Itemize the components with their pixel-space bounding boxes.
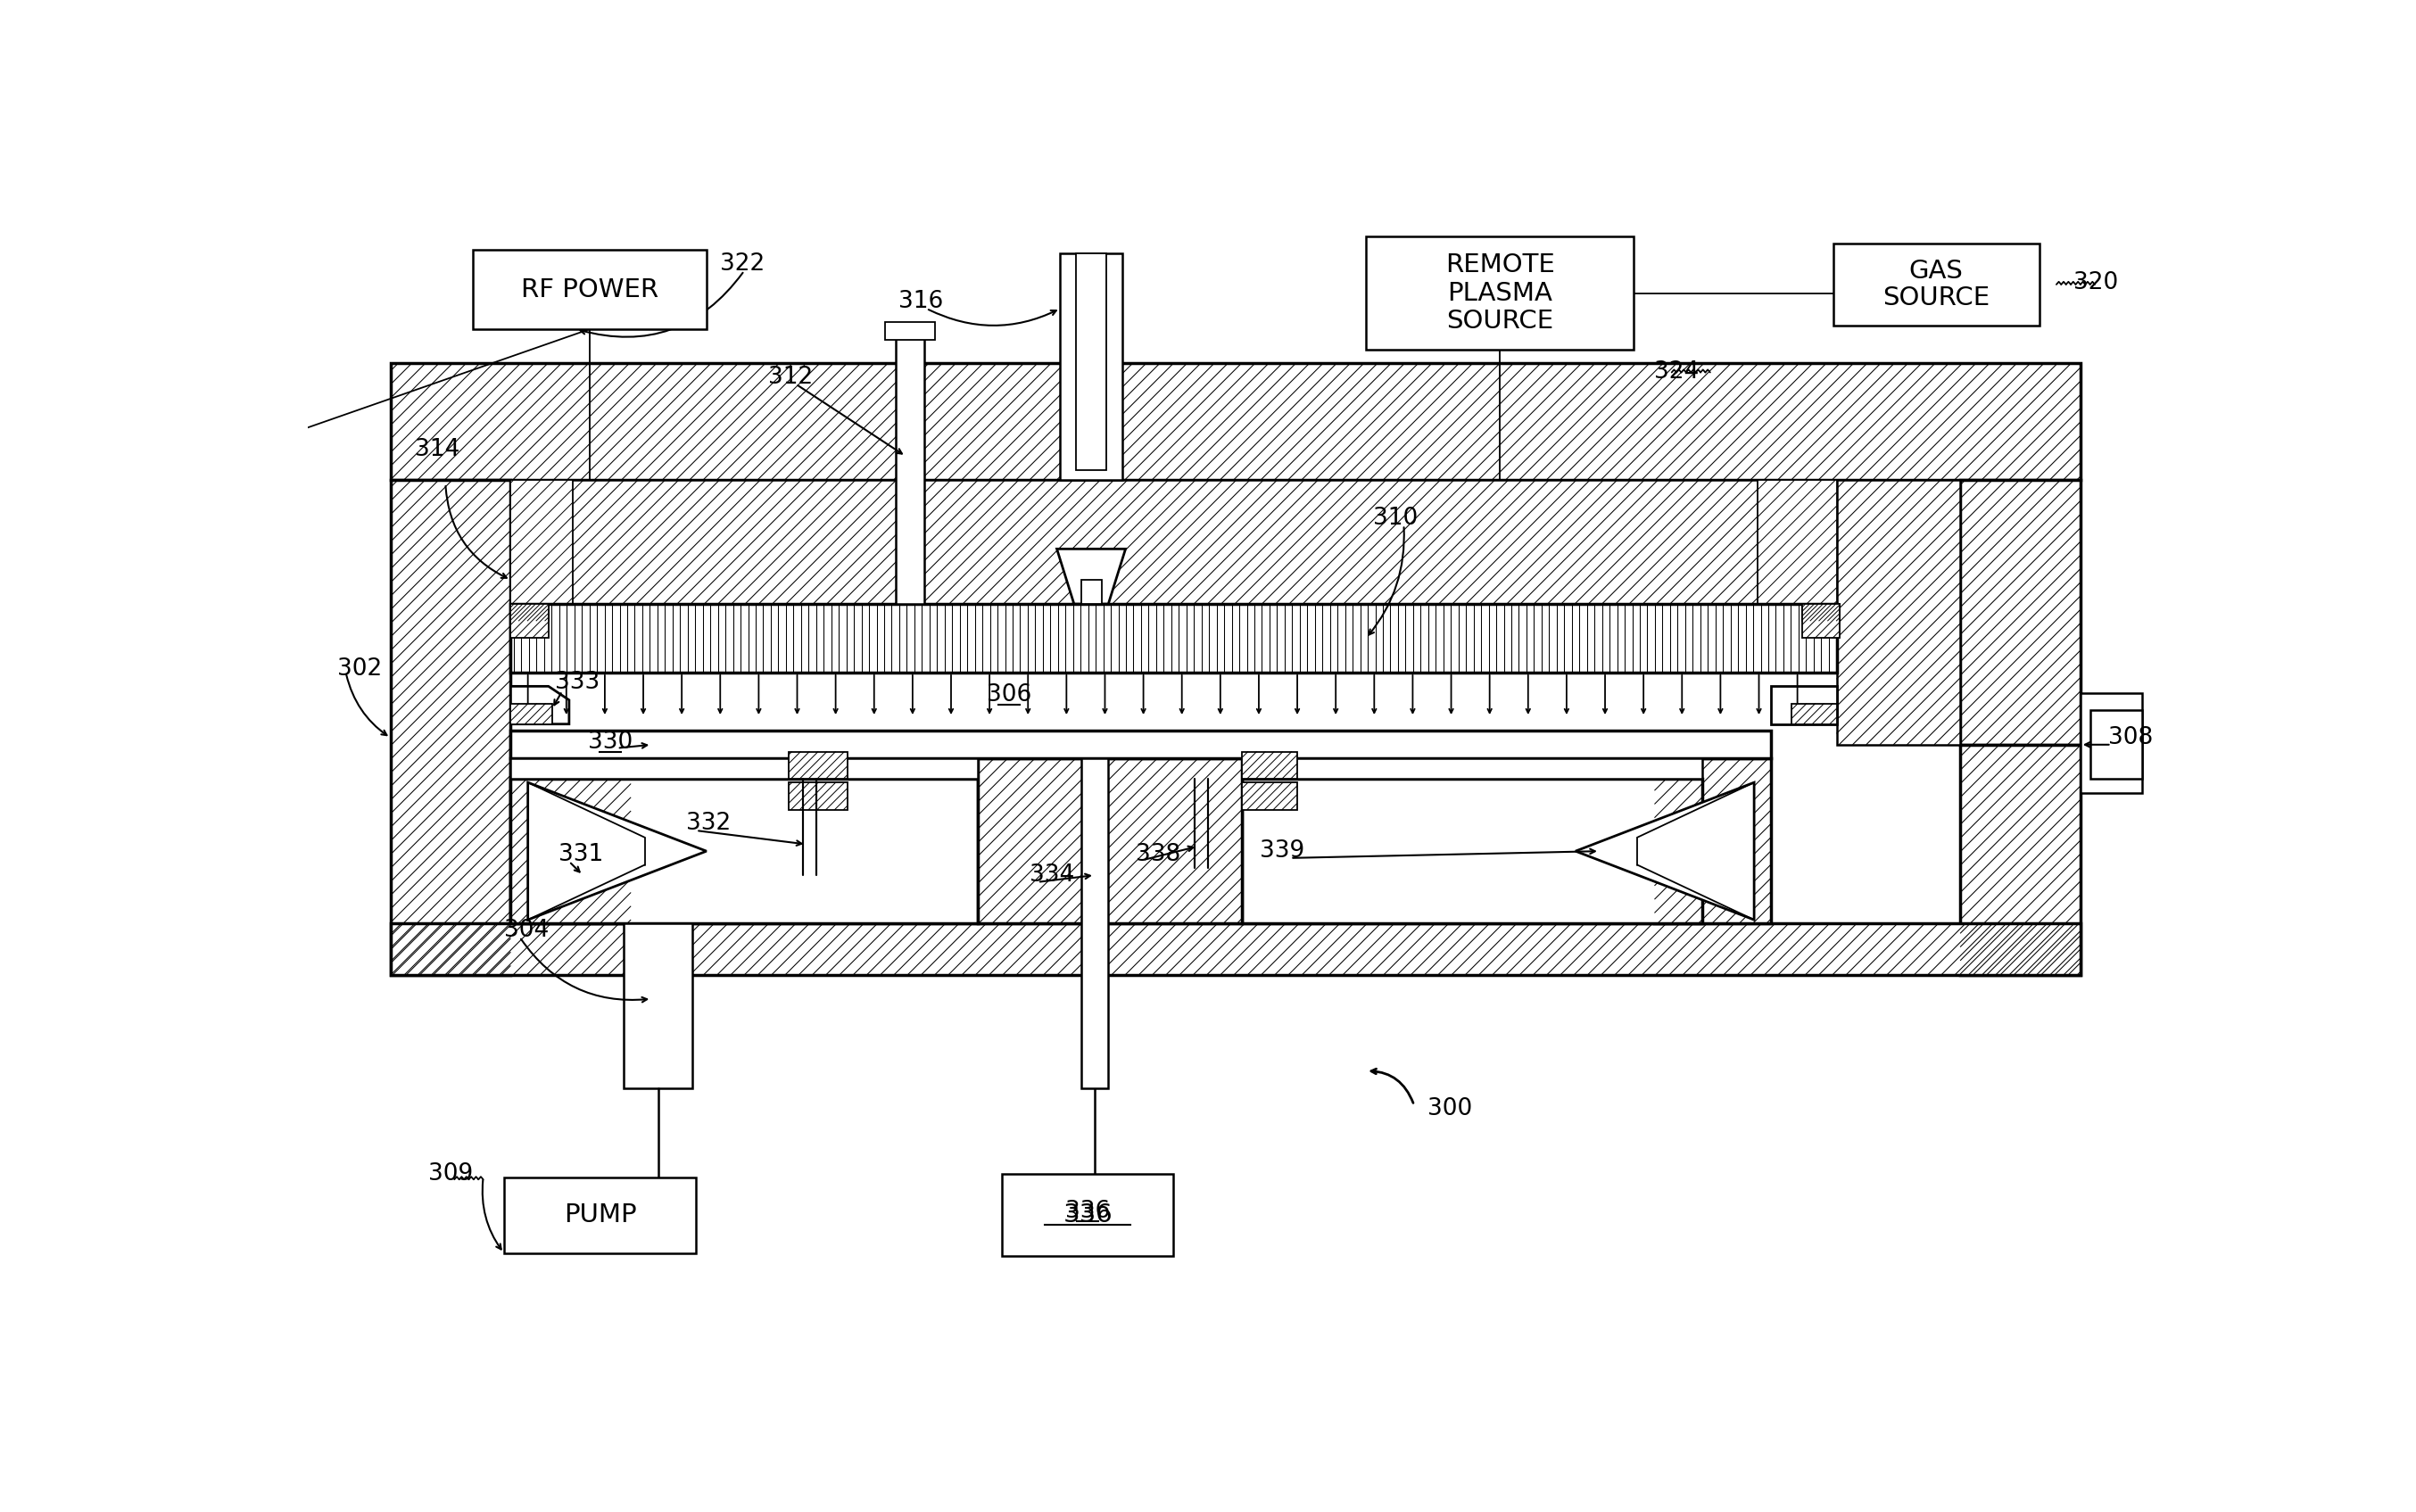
Bar [510, 481, 1819, 603]
Bar [623, 924, 693, 1089]
Text: 316: 316 [899, 290, 945, 313]
Bar [790, 782, 848, 810]
Bar [1834, 243, 2039, 325]
Text: 310: 310 [1372, 507, 1418, 529]
Text: 334: 334 [1029, 863, 1075, 886]
Text: 330: 330 [587, 730, 633, 754]
Text: 300: 300 [1428, 1098, 1474, 1120]
Text: 332: 332 [686, 812, 730, 835]
Text: 320: 320 [2073, 272, 2119, 295]
Bar [391, 924, 2080, 975]
Bar [2080, 692, 2143, 792]
Bar [505, 1178, 696, 1253]
Text: 302: 302 [336, 658, 382, 680]
Bar [391, 481, 510, 975]
Polygon shape [510, 686, 570, 724]
Bar [1003, 1173, 1174, 1256]
Bar [510, 759, 978, 779]
Bar [1242, 751, 1297, 779]
Bar [1080, 759, 1109, 1089]
Text: 331: 331 [558, 844, 604, 866]
Bar [510, 481, 573, 603]
Bar [1075, 254, 1107, 470]
Bar [1061, 254, 1121, 481]
Bar [1959, 481, 2080, 745]
Bar [510, 703, 551, 724]
Bar [1242, 782, 1297, 810]
Text: SOURCE: SOURCE [1882, 286, 1991, 310]
Bar [978, 759, 1242, 924]
Bar [510, 603, 1836, 673]
Bar [1793, 703, 1836, 724]
Bar [1365, 236, 1633, 349]
Text: SOURCE: SOURCE [1447, 308, 1553, 334]
Bar [1802, 603, 1841, 638]
Polygon shape [1056, 549, 1126, 603]
Text: 324: 324 [1655, 361, 1698, 384]
Bar [884, 322, 935, 339]
Polygon shape [1771, 686, 1836, 724]
Polygon shape [527, 782, 705, 919]
Polygon shape [1575, 782, 1754, 919]
Bar [1756, 481, 1836, 603]
Bar [510, 603, 548, 621]
Text: GAS: GAS [1909, 259, 1964, 283]
Bar [1655, 759, 1771, 924]
Bar [1242, 759, 1703, 779]
Bar [510, 730, 1771, 759]
Text: 308: 308 [2107, 726, 2153, 750]
Bar [1959, 745, 2080, 975]
Bar [510, 759, 631, 924]
Bar [391, 363, 2080, 481]
Text: REMOTE: REMOTE [1445, 253, 1553, 277]
Bar [1080, 579, 1102, 603]
Text: 304: 304 [505, 918, 548, 942]
Text: PUMP: PUMP [563, 1202, 635, 1228]
Text: 309: 309 [428, 1163, 474, 1185]
Text: 336: 336 [1063, 1202, 1114, 1228]
Bar [2090, 711, 2143, 779]
Bar [1802, 603, 1841, 621]
Text: 312: 312 [768, 366, 814, 389]
Bar [510, 779, 978, 924]
Bar [1242, 779, 1703, 924]
Text: 314: 314 [416, 437, 459, 461]
Bar [474, 249, 705, 330]
Text: 336: 336 [1065, 1201, 1111, 1223]
Bar [510, 603, 548, 638]
Text: 322: 322 [720, 253, 766, 275]
Text: 333: 333 [556, 671, 599, 694]
Text: 339: 339 [1259, 839, 1305, 863]
Text: PLASMA: PLASMA [1447, 281, 1553, 305]
Bar [896, 330, 925, 603]
Text: RF POWER: RF POWER [522, 277, 660, 302]
Text: 338: 338 [1136, 844, 1181, 866]
Bar [790, 751, 848, 779]
Text: 306: 306 [986, 683, 1032, 706]
Bar [1836, 481, 1959, 745]
